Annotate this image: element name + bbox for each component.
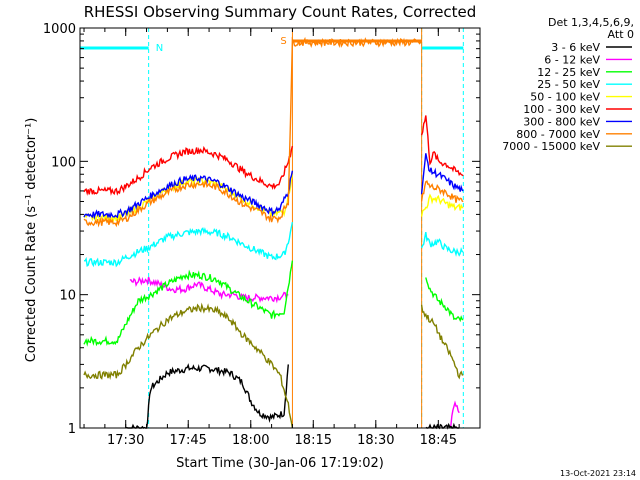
legend-label: 12 - 25 keV <box>537 66 600 79</box>
series-line-3-late <box>420 231 464 257</box>
legend-label: 800 - 7000 keV <box>516 128 600 141</box>
x-axis-label: Start Time (30-Jan-06 17:19:02) <box>176 456 384 471</box>
series-line-5-late <box>420 115 464 177</box>
timestamp: 13-Oct-2021 23:14 <box>560 469 636 478</box>
series-line-5 <box>83 145 294 196</box>
x-tick-label: 18:30 <box>357 433 394 448</box>
legend-label: 50 - 100 keV <box>530 91 600 104</box>
legend-header-1: Det 1,3,4,5,6,9, <box>548 16 634 29</box>
night-bar-label: N <box>156 43 163 54</box>
legend-label: 300 - 800 keV <box>523 115 600 128</box>
legend-label: 100 - 300 keV <box>523 103 600 116</box>
series-line-7-late <box>420 180 464 203</box>
plot-frame <box>79 27 481 429</box>
x-tick-label: 18:00 <box>232 433 269 448</box>
y-axis: 1 10 100 1000 <box>43 22 480 437</box>
y-axis-label: Corrected Count Rate (s⁻¹ detector⁻¹) <box>24 118 39 363</box>
series-line-7 <box>83 36 422 228</box>
series-line-8 <box>83 302 294 429</box>
legend-label: 25 - 50 keV <box>537 78 600 91</box>
saa-bar-label: S <box>280 36 286 47</box>
series-line-3 <box>83 221 294 268</box>
plot-area: NS <box>79 27 481 430</box>
y-tick-label: 100 <box>51 155 76 170</box>
y-tick-label: 10 <box>59 289 76 304</box>
x-tick-label: 18:45 <box>420 433 457 448</box>
chart-title: RHESSI Observing Summary Count Rates, Co… <box>84 3 477 21</box>
y-tick-label: 1000 <box>43 22 76 37</box>
series-line-2-late <box>425 277 464 323</box>
y-tick-label: 1 <box>68 422 76 437</box>
x-tick-label: 18:15 <box>295 433 332 448</box>
series-line-1 <box>129 276 289 304</box>
series-line-6 <box>83 170 294 220</box>
series-line-2 <box>83 260 294 347</box>
series-line-8-late <box>420 304 464 380</box>
series-line-6-late <box>420 153 464 195</box>
x-axis: 17:30 17:45 18:00 18:15 18:30 18:45 <box>83 28 481 448</box>
series-line-4-late <box>420 193 464 217</box>
x-tick-label: 17:45 <box>169 433 206 448</box>
series-line-1-late <box>450 400 460 427</box>
legend-label: 3 - 6 keV <box>551 41 600 54</box>
legend-label: 7000 - 15000 keV <box>502 140 600 153</box>
series-line-0 <box>125 363 289 429</box>
legend-label: 6 - 12 keV <box>544 53 600 66</box>
legend-header-2: Att 0 <box>608 28 634 41</box>
x-tick-label: 17:30 <box>107 433 144 448</box>
